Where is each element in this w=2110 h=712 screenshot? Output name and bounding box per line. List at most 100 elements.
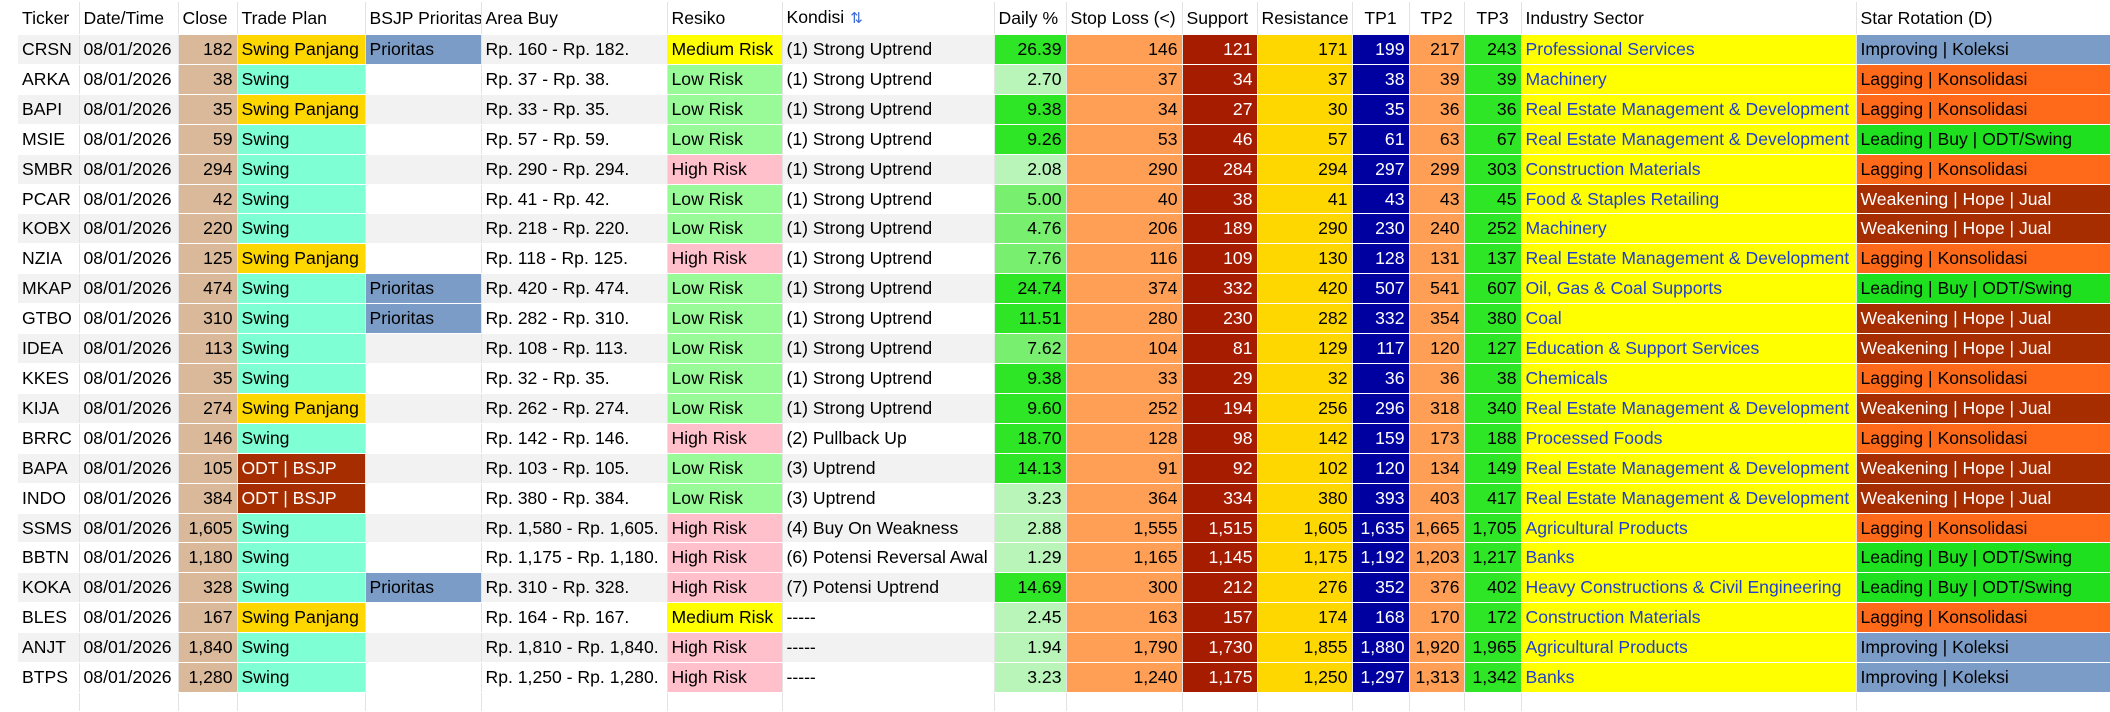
area-buy-cell[interactable]: Rp. 218 - Rp. 220. (481, 213, 668, 245)
area-buy-cell[interactable]: Rp. 33 - Rp. 35. (481, 94, 668, 125)
daily-cell[interactable]: 1.94 (994, 632, 1067, 664)
table-row[interactable]: MSIE 08/01/2026 59 Swing Rp. 57 - Rp. 59. Low… (18, 124, 2110, 155)
support-cell[interactable]: 81 (1182, 333, 1258, 364)
area-buy-cell[interactable]: Rp. 108 - Rp. 113. (481, 333, 668, 364)
resiko-cell[interactable]: Low Risk (667, 483, 783, 514)
resiko-cell[interactable]: Low Risk (667, 273, 783, 305)
resistance-cell[interactable]: 129 (1257, 333, 1353, 364)
trade-plan-cell[interactable]: Swing (237, 273, 366, 305)
support-cell[interactable]: 27 (1182, 94, 1258, 125)
table-row[interactable]: MKAP 08/01/2026 474 Swing Prioritas Rp. 420 -… (18, 273, 2110, 305)
support-cell[interactable]: 92 (1182, 453, 1258, 484)
resistance-cell[interactable]: 294 (1257, 154, 1353, 185)
industry-cell[interactable]: Chemicals (1521, 363, 1857, 394)
tp1-cell[interactable]: 393 (1352, 483, 1410, 514)
kondisi-cell[interactable]: (1) Strong Uptrend (782, 333, 995, 364)
bsjp-cell[interactable] (365, 213, 482, 245)
close-cell[interactable]: 146 (178, 423, 238, 454)
date-cell[interactable]: 08/01/2026 (79, 213, 179, 245)
table-row[interactable]: BBTN 08/01/2026 1,180 Swing Rp. 1,175 - Rp. … (18, 542, 2110, 574)
star-rotation-cell[interactable]: Weakening | Hope | Jual (1856, 303, 2110, 335)
area-buy-cell[interactable]: Rp. 41 - Rp. 42. (481, 184, 668, 215)
tp3-cell[interactable]: 39 (1464, 64, 1522, 95)
ticker-cell[interactable]: BAPI (18, 94, 80, 125)
bsjp-cell[interactable] (365, 602, 482, 634)
star-rotation-cell[interactable]: Lagging | Konsolidasi (1856, 423, 2110, 454)
support-cell[interactable]: 121 (1182, 34, 1258, 65)
star-rotation-cell[interactable]: Improving | Koleksi (1856, 34, 2110, 65)
resiko-cell[interactable]: Low Risk (667, 333, 783, 364)
stop-loss-cell[interactable]: 37 (1066, 64, 1183, 95)
stop-loss-cell[interactable]: 374 (1066, 273, 1183, 305)
industry-cell[interactable]: Processed Foods (1521, 423, 1857, 454)
date-cell[interactable]: 08/01/2026 (79, 453, 179, 484)
bsjp-cell[interactable]: Prioritas (365, 273, 482, 305)
tp1-cell[interactable]: 128 (1352, 243, 1410, 275)
close-cell[interactable]: 328 (178, 572, 238, 604)
tp2-cell[interactable]: 170 (1409, 602, 1465, 634)
resistance-cell[interactable]: 37 (1257, 64, 1353, 95)
area-buy-cell[interactable]: Rp. 164 - Rp. 167. (481, 602, 668, 634)
date-cell[interactable]: 08/01/2026 (79, 64, 179, 95)
industry-cell[interactable]: Heavy Constructions & Civil Engineering (1521, 572, 1857, 604)
stop-loss-cell[interactable]: 128 (1066, 423, 1183, 454)
col-header-tp1[interactable]: TP1 (1352, 2, 1410, 35)
stop-loss-cell[interactable]: 146 (1066, 34, 1183, 65)
tp3-cell[interactable]: 45 (1464, 184, 1522, 215)
tp2-cell[interactable]: 354 (1409, 303, 1465, 335)
area-buy-cell[interactable]: Rp. 1,580 - Rp. 1,605. (481, 513, 668, 544)
stop-loss-cell[interactable]: 206 (1066, 213, 1183, 245)
empty-cell[interactable] (1352, 692, 1410, 712)
bsjp-cell[interactable] (365, 243, 482, 275)
tp3-cell[interactable]: 243 (1464, 34, 1522, 65)
resistance-cell[interactable]: 32 (1257, 363, 1353, 394)
empty-cell[interactable] (1521, 692, 1857, 712)
empty-cell[interactable] (994, 692, 1067, 712)
tp3-cell[interactable]: 417 (1464, 483, 1522, 514)
resistance-cell[interactable]: 1,605 (1257, 513, 1353, 544)
col-header-area-buy[interactable]: Area Buy (481, 2, 668, 35)
tp2-cell[interactable]: 131 (1409, 243, 1465, 275)
tp1-cell[interactable]: 297 (1352, 154, 1410, 185)
resiko-cell[interactable]: Low Risk (667, 363, 783, 394)
ticker-cell[interactable]: MKAP (18, 273, 80, 305)
col-header-tp3[interactable]: TP3 (1464, 2, 1522, 35)
daily-cell[interactable]: 24.74 (994, 273, 1067, 305)
date-cell[interactable]: 08/01/2026 (79, 363, 179, 394)
bsjp-cell[interactable] (365, 184, 482, 215)
ticker-cell[interactable]: GTBO (18, 303, 80, 335)
table-row[interactable]: INDO 08/01/2026 384 ODT | BSJP Rp. 380 - Rp.… (18, 483, 2110, 514)
resiko-cell[interactable]: Low Risk (667, 453, 783, 484)
daily-cell[interactable]: 5.00 (994, 184, 1067, 215)
star-rotation-cell[interactable]: Lagging | Konsolidasi (1856, 243, 2110, 275)
tp3-cell[interactable]: 67 (1464, 124, 1522, 155)
industry-cell[interactable]: Real Estate Management & Development (1521, 243, 1857, 275)
date-cell[interactable]: 08/01/2026 (79, 423, 179, 454)
bsjp-cell[interactable] (365, 333, 482, 364)
bsjp-cell[interactable] (365, 94, 482, 125)
tp2-cell[interactable]: 134 (1409, 453, 1465, 484)
support-cell[interactable]: 1,145 (1182, 542, 1258, 574)
tp2-cell[interactable]: 43 (1409, 184, 1465, 215)
resistance-cell[interactable]: 282 (1257, 303, 1353, 335)
trade-plan-cell[interactable]: Swing (237, 632, 366, 664)
industry-cell[interactable]: Banks (1521, 542, 1857, 574)
close-cell[interactable]: 59 (178, 124, 238, 155)
resistance-cell[interactable]: 256 (1257, 393, 1353, 424)
industry-cell[interactable]: Real Estate Management & Development (1521, 483, 1857, 514)
daily-cell[interactable]: 9.38 (994, 94, 1067, 125)
table-row[interactable]: SMBR 08/01/2026 294 Swing Rp. 290 - Rp. 294.… (18, 154, 2110, 185)
empty-cell[interactable] (18, 692, 80, 712)
tp2-cell[interactable]: 1,665 (1409, 513, 1465, 544)
resiko-cell[interactable]: Low Risk (667, 213, 783, 245)
close-cell[interactable]: 474 (178, 273, 238, 305)
star-rotation-cell[interactable]: Leading | Buy | ODT/Swing (1856, 124, 2110, 155)
close-cell[interactable]: 35 (178, 94, 238, 125)
ticker-cell[interactable]: MSIE (18, 124, 80, 155)
resistance-cell[interactable]: 420 (1257, 273, 1353, 305)
resistance-cell[interactable]: 30 (1257, 94, 1353, 125)
bsjp-cell[interactable]: Prioritas (365, 303, 482, 335)
date-cell[interactable]: 08/01/2026 (79, 184, 179, 215)
tp1-cell[interactable]: 332 (1352, 303, 1410, 335)
ticker-cell[interactable]: CRSN (18, 34, 80, 65)
